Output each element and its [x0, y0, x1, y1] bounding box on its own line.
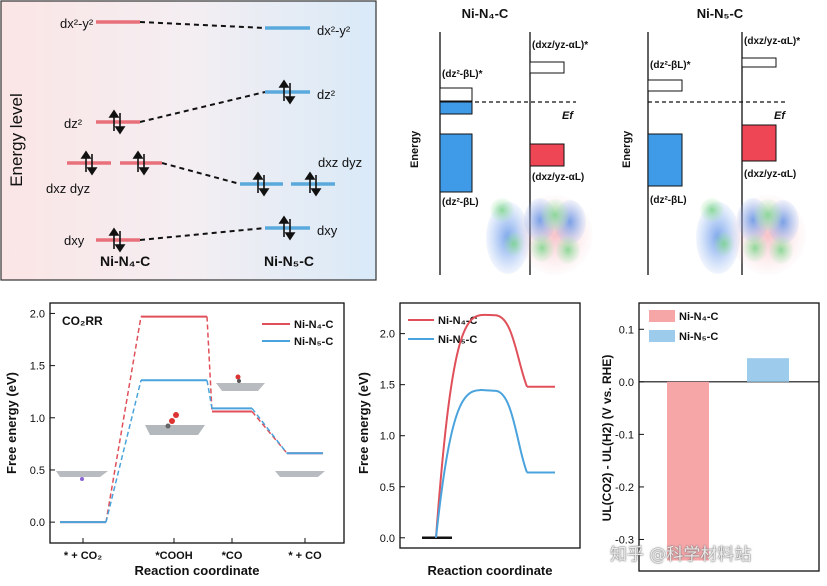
- dos-left-empty-state: [439, 87, 473, 102]
- plot-frame: [49, 302, 345, 544]
- dos-diagram: Ni-N₄-C Ni-N₅-C Energy Ef (dz²-βL)* (dz²…: [409, 6, 806, 275]
- chart-title: CO₂RR: [62, 314, 103, 328]
- x-tick-label: * + CO₂: [64, 550, 102, 562]
- state-label: (dxz/yz-αL): [744, 169, 796, 180]
- right-catalyst-label: Ni-N₅-C: [264, 253, 314, 269]
- co2rr-free-energy-chart: CO₂RR Free energy (eV) Reaction coordina…: [4, 302, 345, 578]
- dos-right-schematic: Energy Ef (dz²-βL)* (dz²-βL) (dxz/yz-αL)…: [621, 32, 806, 275]
- right-level-label: dx²-y²: [317, 23, 351, 38]
- dos-title-left: Ni-N₄-C: [462, 6, 509, 21]
- left-catalyst-label: Ni-N₄-C: [100, 253, 150, 269]
- state-label: (dxz/yz-αL): [532, 172, 584, 183]
- dos-left-red-empty-state: [529, 61, 565, 74]
- left-level-label: dxy: [64, 233, 85, 248]
- left-level-label: dxz dyz: [46, 181, 90, 196]
- legend-label: Ni-N₅-C: [679, 331, 718, 343]
- x-axis-label: Reaction coordinate: [428, 563, 553, 578]
- state-label: (dz²-βL): [442, 197, 479, 208]
- dos-title-right: Ni-N₅-C: [697, 6, 744, 21]
- legend-swatch: [649, 330, 675, 342]
- watermark: 知乎 @科学材料站: [610, 545, 752, 565]
- legend-label: Ni-N₄-C: [679, 311, 719, 323]
- energy-connector: [251, 411, 288, 454]
- plot-frame: [399, 302, 581, 549]
- y-tick-label: 0.0: [30, 517, 45, 529]
- energy-connector: [105, 380, 142, 523]
- energy-level-panel: Energy level: [0, 0, 378, 282]
- x-tick-label: * + CO: [288, 550, 322, 562]
- orbital-isosurface-right: [696, 195, 806, 275]
- y-tick-label: 1.0: [380, 431, 395, 443]
- x-tick-label: *COOH: [155, 550, 192, 562]
- electron-arrows: [80, 79, 322, 253]
- legend-label: Ni-N₄-C: [294, 319, 334, 331]
- y-axis-label: Free energy (eV): [356, 372, 371, 474]
- y-tick-label: -0.2: [615, 482, 634, 494]
- right-level-label: dxz dyz: [318, 155, 362, 170]
- bar-ni-n4: [667, 381, 709, 561]
- bar-ni-n5: [747, 358, 789, 382]
- y-tick-label: 0.1: [619, 324, 634, 336]
- y-tick-label: 0.0: [380, 533, 395, 545]
- barrier-curve-ni-n5: [435, 389, 528, 538]
- y-tick-label: -0.3: [615, 534, 634, 546]
- co2rr-chart-panel: CO₂RR Free energy (eV) Reaction coordina…: [0, 295, 352, 581]
- y-axis-label: UL(CO2) - UL(H2) (V vs. RHE): [600, 355, 614, 522]
- plot-frame: [638, 302, 820, 572]
- barrier-free-energy-chart: Free energy (eV) Reaction coordinate Ni-…: [356, 302, 581, 578]
- dos-left-lower-state: [439, 133, 473, 193]
- energy-level-label: Energy level: [7, 93, 26, 187]
- dos-right-lower-state: [647, 133, 683, 187]
- dos-right-red-empty-state: [741, 57, 777, 68]
- legend-label: Ni-N₅-C: [438, 334, 477, 346]
- right-level-label: dz²: [317, 87, 336, 102]
- dos-energy-axis-label: Energy: [621, 130, 633, 168]
- legend-swatch: [649, 310, 675, 322]
- adsorbate-structure-icon: [56, 374, 325, 481]
- y-tick-label: 1.5: [380, 380, 395, 392]
- y-axis-label: Free energy (eV): [4, 372, 19, 474]
- energy-level-diagram: Energy level: [0, 0, 377, 281]
- energy-connector: [105, 316, 142, 523]
- dos-left-red-state: [529, 143, 565, 167]
- left-level-label: dz²: [64, 116, 83, 131]
- y-tick-label: 1.5: [30, 361, 45, 373]
- right-level-label: dxy: [317, 223, 338, 238]
- state-label: (dz²-βL)*: [442, 69, 483, 80]
- fermi-label: Ef: [774, 110, 786, 122]
- x-tick-label: *CO: [222, 550, 243, 562]
- dos-left-filled-state: [439, 101, 473, 115]
- panel-a-frame: [0, 0, 377, 281]
- energy-connector: [251, 407, 288, 454]
- left-level-label: dx²-y²: [60, 16, 94, 31]
- state-label: (dz²-βL): [650, 195, 687, 206]
- y-tick-label: 0.5: [380, 482, 395, 494]
- energy-connector: [206, 380, 213, 409]
- dos-left-schematic: Energy Ef (dz²-βL)* (dz²-βL) (dxz/yz-αL)…: [409, 32, 593, 275]
- dos-right-empty-state: [647, 79, 683, 92]
- orbital-isosurface-left: [486, 195, 593, 275]
- dos-right-red-state: [741, 124, 777, 162]
- y-tick-label: 0.0: [619, 377, 634, 389]
- y-tick-label: 2.0: [30, 308, 45, 320]
- y-tick-label: 2.0: [380, 329, 395, 341]
- limiting-potential-panel: UL(CO2) - UL(H2) (V vs. RHE) 0.1 0.0 -0.1 -…: [597, 295, 827, 581]
- barrier-chart-panel: Free energy (eV) Reaction coordinate Ni-…: [352, 295, 597, 581]
- legend-label: Ni-N₅-C: [294, 336, 333, 348]
- state-label: (dz²-βL)*: [650, 60, 691, 71]
- y-tick-label: -0.1: [615, 429, 634, 441]
- limiting-potential-chart: UL(CO2) - UL(H2) (V vs. RHE) 0.1 0.0 -0.1 -…: [600, 302, 820, 572]
- dos-panel: Ni-N₄-C Ni-N₅-C Energy Ef (dz²-βL)* (dz²…: [390, 0, 827, 282]
- x-axis-label: Reaction coordinate: [135, 563, 260, 578]
- barrier-curve-ni-n4: [435, 313, 528, 538]
- state-label: (dxz/yz-αL)*: [744, 36, 800, 47]
- y-tick-label: 0.5: [30, 465, 45, 477]
- fermi-label: Ef: [562, 110, 574, 122]
- state-label: (dxz/yz-αL)*: [532, 40, 588, 51]
- y-tick-label: 1.0: [30, 413, 45, 425]
- dos-energy-axis-label: Energy: [409, 130, 421, 168]
